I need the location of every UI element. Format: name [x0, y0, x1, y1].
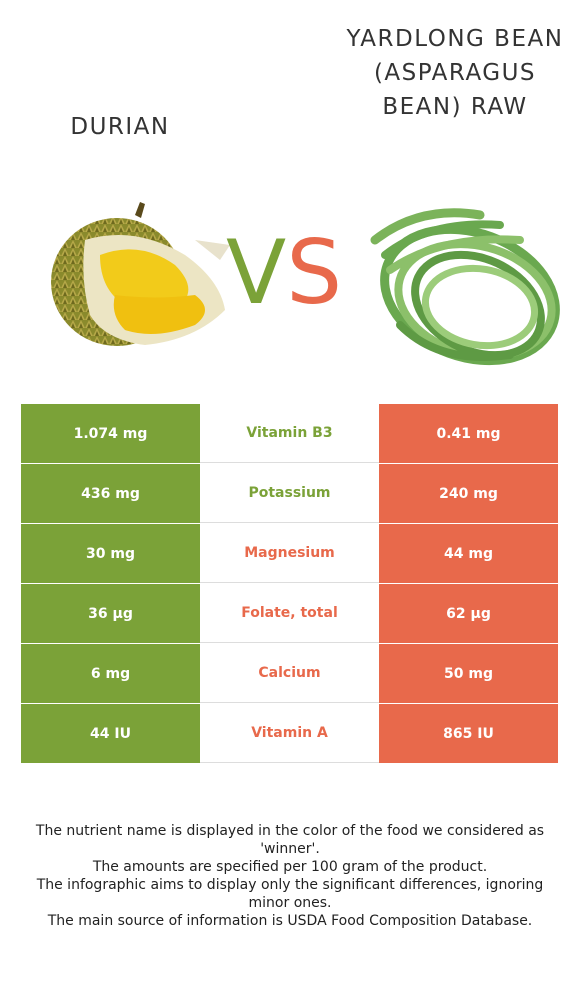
- table-row: 1.074 mg Vitamin B3 0.41 mg: [21, 404, 558, 464]
- nutrient-name: Potassium: [200, 464, 379, 523]
- left-value: 6 mg: [21, 644, 200, 703]
- comparison-table: 1.074 mg Vitamin B3 0.41 mg 436 mg Potas…: [21, 404, 558, 763]
- left-value: 36 µg: [21, 584, 200, 643]
- nutrient-name: Vitamin A: [200, 704, 379, 763]
- footnote-line: The nutrient name is displayed in the co…: [35, 823, 545, 857]
- nutrient-name: Vitamin B3: [200, 404, 379, 463]
- vs-s: S: [286, 221, 343, 324]
- durian-image: [51, 202, 230, 346]
- right-value: 0.41 mg: [379, 404, 558, 463]
- nutrient-name: Calcium: [200, 644, 379, 703]
- nutrient-name: Magnesium: [200, 524, 379, 583]
- left-value: 436 mg: [21, 464, 200, 523]
- table-row: 436 mg Potassium 240 mg: [21, 464, 558, 524]
- right-value: 865 IU: [379, 704, 558, 763]
- right-value: 50 mg: [379, 644, 558, 703]
- footnote-line: The main source of information is USDA F…: [47, 913, 533, 929]
- food-left-title: DURIAN: [70, 114, 170, 140]
- table-row: 6 mg Calcium 50 mg: [21, 644, 558, 704]
- yardlong-bean-image: [370, 208, 560, 366]
- table-row: 30 mg Magnesium 44 mg: [21, 524, 558, 584]
- right-value: 62 µg: [379, 584, 558, 643]
- table-row: 36 µg Folate, total 62 µg: [21, 584, 558, 644]
- right-value: 44 mg: [379, 524, 558, 583]
- left-value: 44 IU: [21, 704, 200, 763]
- vs-label: VS: [226, 228, 342, 318]
- left-value: 1.074 mg: [21, 404, 200, 463]
- footnote-line: The infographic aims to display only the…: [36, 877, 544, 911]
- left-value: 30 mg: [21, 524, 200, 583]
- right-value: 240 mg: [379, 464, 558, 523]
- footnote: The nutrient name is displayed in the co…: [20, 822, 560, 930]
- vs-v: V: [226, 221, 287, 324]
- footnote-line: The amounts are specified per 100 gram o…: [92, 859, 488, 875]
- nutrient-name: Folate, total: [200, 584, 379, 643]
- food-right-title: YARDLONG BEAN (ASPARAGUS BEAN) RAW: [346, 26, 564, 120]
- table-row: 44 IU Vitamin A 865 IU: [21, 704, 558, 763]
